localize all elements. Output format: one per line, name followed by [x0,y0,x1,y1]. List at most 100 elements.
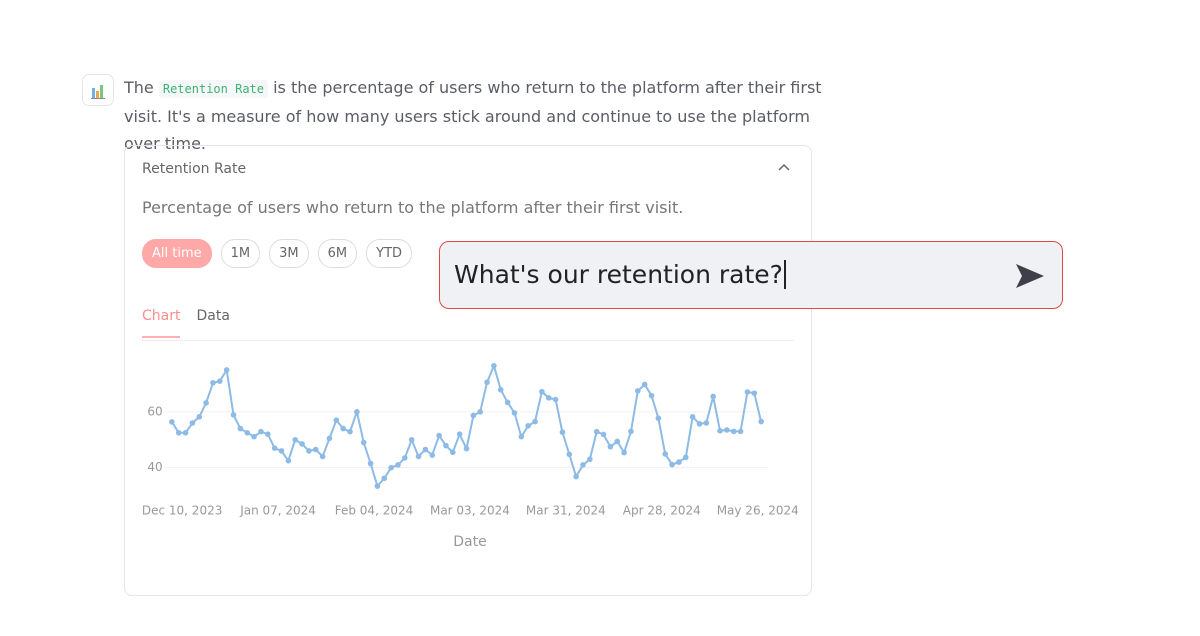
data-point [402,455,408,461]
data-point [306,448,312,454]
data-point [635,388,641,394]
data-point [676,459,682,465]
data-point [614,438,621,445]
data-point [470,412,477,419]
data-point [655,415,662,422]
range-pill[interactable]: All time [142,239,212,268]
chart-icon [82,74,114,106]
data-point [395,462,401,468]
data-point [730,428,737,435]
data-point [532,418,538,425]
metric-card: Retention Rate Percentage of users who r… [124,145,812,596]
data-point [552,396,559,403]
data-point [285,457,292,464]
data-point [381,475,388,482]
tab-bar: Chart Data [142,308,230,338]
data-point [367,460,374,467]
data-point [175,429,182,436]
data-point [456,431,463,437]
x-tick-label: Mar 03, 2024 [430,504,510,518]
range-pill[interactable]: 1M [220,239,261,268]
data-point [607,443,614,450]
data-point [682,454,689,461]
x-tick-label: Mar 31, 2024 [526,504,606,518]
input-text[interactable]: What's our retention rate? [454,260,786,289]
range-pill[interactable]: 6M [317,239,358,268]
data-point [744,389,751,395]
data-point [415,453,422,460]
data-point [566,451,573,458]
range-pill[interactable]: YTD [366,239,413,268]
data-point [408,436,415,443]
data-point [312,446,319,453]
data-point [669,461,675,468]
y-tick-label: 60 [147,404,162,418]
range-selector: All time 1M 3M 6M YTD [142,239,413,268]
inline-code: Retention Rate [158,80,269,98]
data-point [717,428,723,434]
data-point [477,409,484,415]
x-tick-label: Jan 07, 2024 [239,504,316,518]
data-point [491,362,497,369]
data-point [333,417,340,424]
tab[interactable]: Chart [142,308,181,338]
send-button[interactable] [1014,262,1046,290]
data-point [497,386,504,393]
data-point [203,400,209,406]
range-pill[interactable]: 3M [269,239,309,268]
data-point [340,425,346,432]
y-tick-label: 40 [147,460,162,474]
data-point [374,483,381,489]
icon-graphic [91,85,105,99]
data-point [436,432,442,439]
data-point [182,429,189,436]
data-point [251,433,257,440]
chat-input[interactable]: What's our retention rate? [439,241,1063,309]
data-point [545,395,552,401]
data-point [580,462,586,468]
data-point [230,412,237,418]
x-tick-label: Dec 10, 2023 [142,504,222,518]
data-point [703,420,710,426]
card-title: Retention Rate [142,161,247,177]
data-point [648,392,655,399]
data-point [299,441,305,447]
data-point [429,452,436,458]
data-point [258,428,264,435]
data-point [217,378,223,384]
data-point [271,445,278,451]
data-point [559,429,566,436]
data-point [600,431,607,438]
data-point [621,449,627,456]
data-point [210,380,216,386]
x-axis-label: Date [453,534,486,550]
data-point [525,422,531,429]
data-point [443,442,449,449]
x-tick-label: May 26, 2024 [717,504,799,518]
data-point [696,421,703,427]
data-point [641,381,648,388]
data-point [710,393,716,400]
collapse-button[interactable] [777,162,791,172]
data-point [662,451,669,457]
data-point [388,464,394,471]
x-tick-label: Apr 28, 2024 [623,504,701,518]
data-point [319,453,326,460]
data-point [587,456,593,463]
data-point [593,428,600,435]
message-text: is the percentage of users who return to… [124,78,822,153]
data-point [484,379,490,386]
data-point [196,414,203,420]
data-point [539,388,545,395]
tab[interactable]: Data [196,308,230,324]
message-text: The [124,78,154,97]
data-point [628,428,634,435]
data-point [724,427,730,433]
data-point [278,448,285,454]
data-point [449,449,456,456]
data-point [223,367,230,373]
assistant-message: The Retention Rate is the percentage of … [124,74,824,157]
data-point [504,399,511,406]
